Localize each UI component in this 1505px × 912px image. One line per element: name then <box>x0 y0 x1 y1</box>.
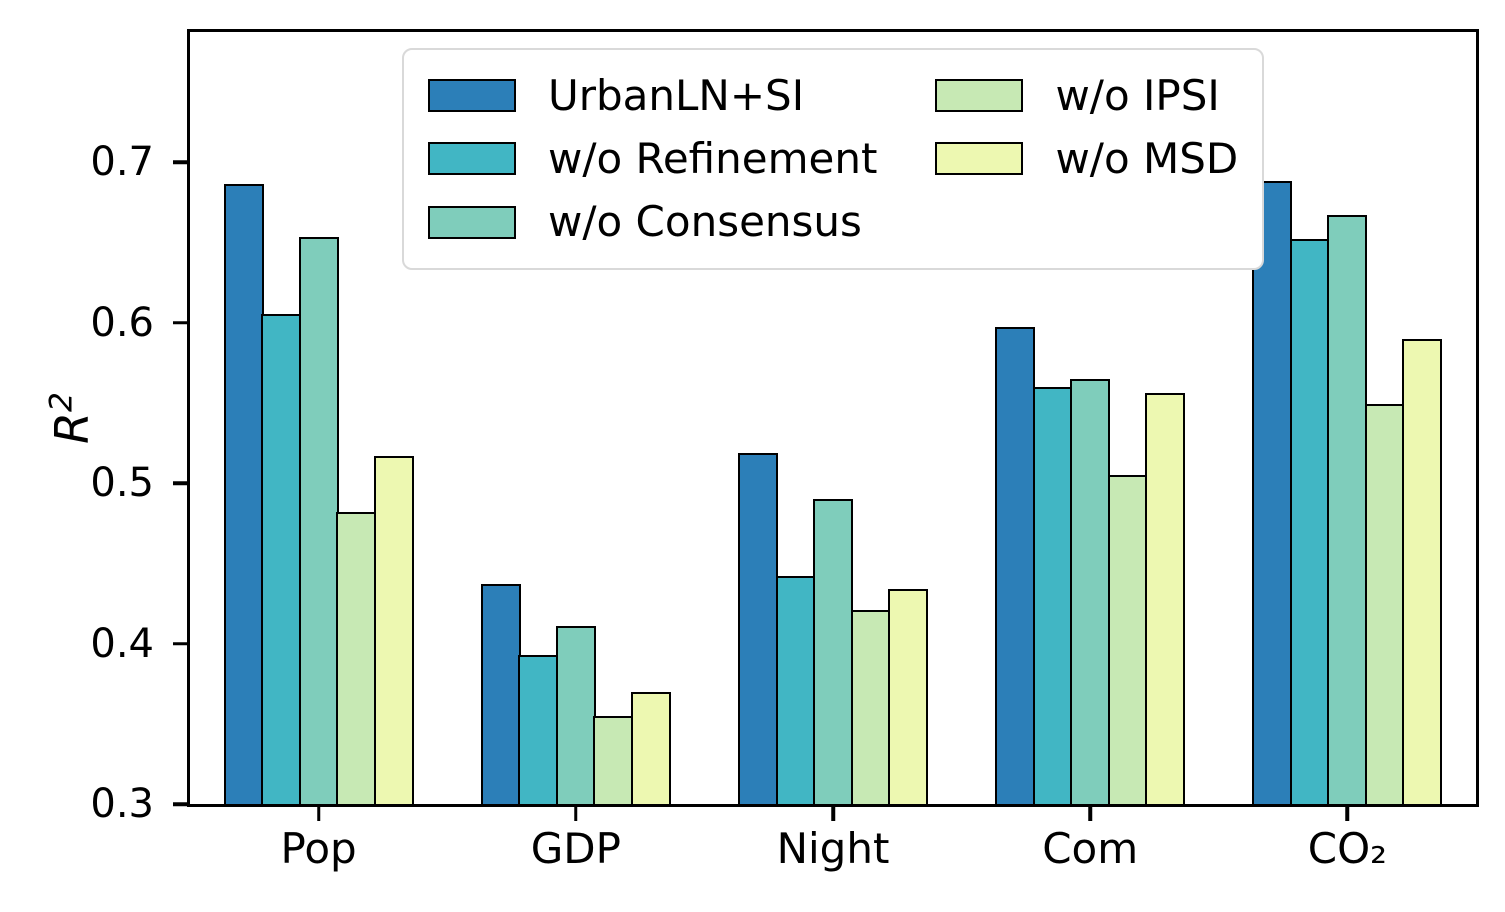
bar-w-o-msd-night <box>888 588 928 804</box>
plot-area: R2 0.3 0.4 0.5 0.6 0.7 Pop GDP Night Com CO₂ Urb… <box>44 29 1479 870</box>
bar-w-o-refinement-pop <box>261 314 302 804</box>
bar-urbanln-si-com <box>995 327 1036 804</box>
bar-w-o-refinement-night <box>775 576 816 804</box>
bar-w-o-msd-pop <box>373 455 414 804</box>
bar-w-o-consensus-gdp <box>555 625 596 804</box>
x-tick-mark-co <box>1345 807 1350 821</box>
bar-w-o-consensus-pop <box>298 237 339 804</box>
bar-w-o-consensus-co <box>1327 214 1368 804</box>
bar-group-co <box>1219 32 1476 804</box>
y-tick-mark-0.6 <box>173 320 187 325</box>
bar-group-pop <box>190 32 447 804</box>
x-tick-label-gdp: GDP <box>530 824 621 873</box>
y-tick-label-0.4: 0.4 <box>90 620 154 667</box>
legend-swatch-w-o-msd <box>935 142 1024 176</box>
bar-w-o-ipsi-gdp <box>593 715 634 804</box>
bar-w-o-msd-co <box>1402 338 1443 804</box>
x-tick-mark-pop <box>316 807 321 821</box>
x-tick-label-night: Night <box>776 824 890 873</box>
bar-group-gdp <box>447 32 704 804</box>
y-axis-label: R2 <box>44 358 99 478</box>
x-tick-mark-com <box>1088 807 1092 821</box>
legend-label-w-o-consensus: w/o Consensus <box>548 197 862 247</box>
legend-entry-w-o-msd: w/o MSD <box>935 133 1238 184</box>
bar-w-o-ipsi-night <box>850 609 891 804</box>
x-tick-mark-gdp <box>574 807 578 821</box>
legend-label-w-o-msd: w/o MSD <box>1055 134 1239 184</box>
y-tick-mark-0.7 <box>173 160 187 164</box>
y-tick-label-0.3: 0.3 <box>90 781 154 827</box>
legend-swatch-w-o-consensus <box>428 205 516 239</box>
y-tick-label-0.6: 0.6 <box>90 299 154 346</box>
bar-w-o-ipsi-com <box>1107 474 1148 804</box>
bar-w-o-refinement-gdp <box>518 654 559 804</box>
bar-w-o-ipsi-co <box>1364 404 1405 804</box>
bar-w-o-refinement-co <box>1289 239 1330 804</box>
legend-entry-w-o-ipsi: w/o IPSI <box>935 70 1238 121</box>
bar-urbanln-si-gdp <box>480 584 521 804</box>
legend-swatch-w-o-ipsi <box>935 79 1024 113</box>
legend-swatch-w-o-refinement <box>428 142 516 176</box>
bar-w-o-consensus-com <box>1070 378 1111 804</box>
legend-label-w-o-ipsi: w/o IPSI <box>1055 71 1220 120</box>
bar-group-night <box>704 32 961 804</box>
legend-entry-w-o-refinement: w/o Refinement <box>428 133 877 184</box>
bar-w-o-msd-gdp <box>630 691 671 804</box>
y-tick-mark-0.4 <box>173 641 187 646</box>
bar-w-o-consensus-night <box>813 499 853 804</box>
bar-urbanln-si-pop <box>223 184 264 804</box>
bar-urbanln-si-night <box>738 452 778 804</box>
bar-w-o-ipsi-pop <box>336 511 377 804</box>
bars-layer <box>190 32 1476 804</box>
bar-group-com <box>962 32 1219 804</box>
y-axis-label-exponent: 2 <box>43 392 80 412</box>
x-tick-label-pop: Pop <box>280 824 357 873</box>
legend-entry-urbanln-si: UrbanLN+SI <box>428 70 877 121</box>
y-tick-mark-0.3 <box>173 802 187 806</box>
y-tick-mark-0.5 <box>173 481 187 485</box>
legend-label-w-o-refinement: w/o Refinement <box>548 134 878 184</box>
y-axis-label-base: R <box>45 411 99 444</box>
bar-w-o-msd-com <box>1145 393 1186 804</box>
x-tick-label-co: CO₂ <box>1307 824 1388 873</box>
legend-swatch-urbanln-si <box>428 79 516 113</box>
x-tick-label-com: Com <box>1042 824 1139 873</box>
bar-w-o-refinement-com <box>1032 386 1073 804</box>
bar-urbanln-si-co <box>1252 181 1293 804</box>
x-tick-mark-night <box>831 807 835 821</box>
y-tick-label-0.5: 0.5 <box>90 460 154 506</box>
legend: UrbanLN+SI w/o Refinement w/o Consensus w/o… <box>402 48 1265 270</box>
y-tick-label-0.7: 0.7 <box>90 139 154 185</box>
legend-label-urbanln-si: UrbanLN+SI <box>548 71 805 120</box>
legend-entry-w-o-consensus: w/o Consensus <box>428 196 877 247</box>
